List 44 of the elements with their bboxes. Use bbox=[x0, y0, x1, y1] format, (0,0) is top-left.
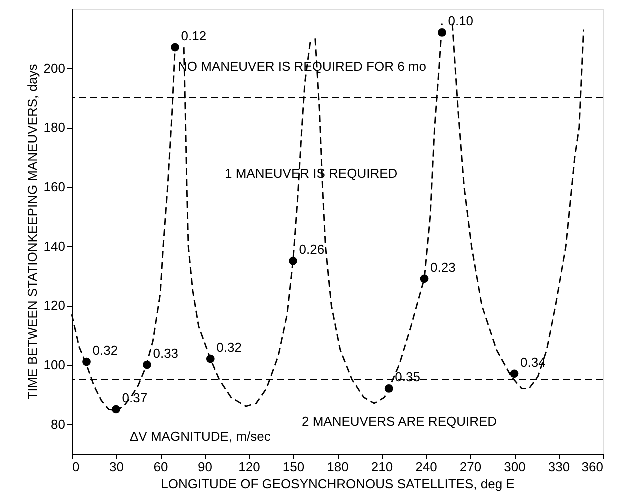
x-tick-label: 240 bbox=[416, 460, 438, 474]
annotation: 0.34 bbox=[520, 354, 546, 370]
y-tick-label: 120 bbox=[44, 298, 66, 314]
point bbox=[143, 360, 152, 370]
point bbox=[112, 405, 120, 414]
x-tick-label: 330 bbox=[548, 460, 570, 474]
annotation: 0.32 bbox=[92, 343, 118, 358]
y-tick-label: 180 bbox=[44, 120, 66, 136]
point bbox=[438, 28, 446, 37]
x-tick-label: 180 bbox=[327, 460, 349, 474]
x-tick-label: 60 bbox=[154, 460, 168, 474]
y-tick-label: 160 bbox=[44, 180, 66, 194]
x-tick-label: 90 bbox=[198, 460, 212, 474]
point bbox=[384, 384, 394, 393]
annotation: 0.37 bbox=[122, 390, 148, 406]
x-tick-label: 120 bbox=[238, 460, 260, 474]
y-tick-label: 100 bbox=[44, 358, 66, 372]
x-axis-title: LONGITUDE OF GEOSYNCHRONOUS SATELLITES, deg E bbox=[161, 476, 516, 492]
annotation: 0.26 bbox=[299, 242, 325, 258]
y-tick-label: 200 bbox=[44, 60, 66, 76]
annotation: 0.12 bbox=[181, 28, 207, 44]
point bbox=[289, 256, 298, 266]
annotation: ΔV MAGNITUDE, m/sec bbox=[130, 429, 272, 444]
x-tick-label: 360 bbox=[582, 460, 604, 474]
point bbox=[171, 43, 180, 52]
annotation: 0.23 bbox=[430, 260, 456, 275]
x-tick-label: 150 bbox=[282, 460, 305, 474]
annotation: 0.10 bbox=[448, 14, 474, 29]
x-tick-label: 210 bbox=[371, 460, 394, 474]
annotation: 0.32 bbox=[216, 340, 242, 356]
annotation: 0.35 bbox=[395, 370, 420, 385]
point bbox=[510, 370, 519, 378]
x-tick-label: 0 bbox=[72, 460, 80, 474]
point bbox=[82, 358, 91, 366]
point bbox=[206, 354, 215, 364]
annotation: 2 MANEUVERS ARE REQUIRED bbox=[302, 414, 498, 429]
x-tick-label: 270 bbox=[460, 460, 482, 474]
x-tick-label: 30 bbox=[110, 460, 124, 474]
y-tick-label: 140 bbox=[44, 238, 66, 254]
annotation: 0.33 bbox=[153, 346, 179, 361]
y-tick-label: 80 bbox=[51, 416, 66, 432]
y-axis-title: TIME BETWEEN STATIONKEEPING MANEUVERS, days bbox=[24, 64, 40, 400]
x-tick-label: 300 bbox=[504, 460, 526, 474]
point bbox=[420, 274, 429, 284]
